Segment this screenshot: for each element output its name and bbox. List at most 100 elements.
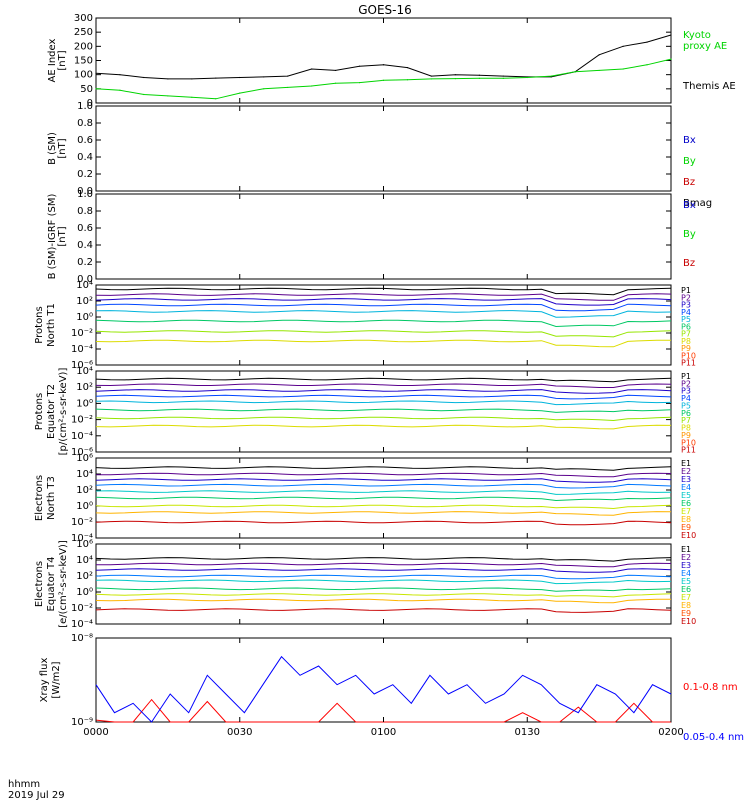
ae-data-point — [598, 69, 600, 72]
ae-data-point — [622, 68, 624, 70]
panel-frame — [95, 17, 672, 104]
y-tick-label: 1.0 — [77, 189, 93, 200]
legend-entry: P8 — [681, 424, 691, 433]
y-tick-label: 0.2 — [77, 257, 93, 268]
legend-entry: P10 — [681, 351, 696, 360]
flux-channel-line — [95, 511, 672, 516]
y-tick-label: 150 — [74, 56, 93, 67]
flux-channel-line — [95, 319, 672, 328]
y-axis-label-line: Protons — [34, 306, 45, 343]
flux-channel-line — [95, 383, 672, 388]
x-tick-label: 0030 — [227, 727, 252, 738]
ae-data-point — [670, 34, 672, 36]
legend-entry: E2 — [681, 553, 691, 562]
flux-channel-line — [95, 593, 672, 598]
legend-entry: P5 — [681, 315, 691, 324]
ae-data-point — [119, 89, 121, 91]
ae-data-point — [358, 65, 361, 67]
ae-data-point — [670, 58, 672, 60]
y-axis-label-line: [W/m2] — [51, 661, 62, 698]
ae-data-point — [95, 72, 97, 74]
y-tick-label: 0.2 — [77, 169, 93, 180]
y-tick-label: 300 — [74, 13, 93, 24]
y-axis-label-line: Electrons — [34, 475, 45, 521]
ae-data-point — [287, 75, 289, 77]
x-tick-label: 0100 — [371, 727, 396, 738]
legend-entry: By — [683, 229, 696, 240]
legend-entry: Themis AE — [682, 81, 736, 92]
legend-entry: E7 — [681, 593, 691, 602]
y-axis-label: B (SM) [nT] — [47, 132, 68, 165]
ae-data-point — [502, 75, 504, 77]
y-tick-label: 10⁶ — [76, 453, 93, 464]
y-tick-label: 0.6 — [77, 223, 93, 234]
y-axis-label-line: [nT] — [57, 50, 68, 70]
ae-data-point — [311, 85, 313, 87]
y-axis-label-line: Equator T4 — [46, 557, 57, 612]
y-tick-label: 10² — [76, 571, 93, 582]
ae-data-point — [119, 74, 121, 76]
ae-data-point — [382, 64, 385, 66]
xray-series-line — [95, 655, 672, 723]
y-axis-label-line: B (SM) — [47, 132, 58, 165]
legend-entry: P5 — [681, 401, 691, 410]
ae-data-point — [191, 78, 193, 80]
ae-data-point — [334, 69, 337, 72]
legend-entry: P3 — [681, 387, 691, 396]
legend-entry: Bz — [683, 177, 695, 188]
legend-entry: E6 — [681, 585, 691, 594]
ae-data-point — [167, 95, 169, 97]
legend-entry: P2 — [681, 293, 691, 302]
y-tick-label: 0.6 — [77, 135, 93, 146]
legend-entry: Bz — [683, 258, 695, 269]
legend-entry: P6 — [681, 322, 691, 331]
y-tick-label: 10⁻⁶ — [71, 447, 93, 458]
flux-channel-line — [95, 377, 672, 383]
y-tick-label: 10⁻⁴ — [71, 619, 93, 630]
y-axis-label-line: [nT] — [57, 138, 68, 158]
ae-data-point — [430, 78, 433, 80]
panel-frame — [95, 193, 672, 280]
legend-entry: 0.1-0.8 nm — [683, 682, 738, 693]
legend-entry: E8 — [681, 601, 691, 610]
ae-data-point — [454, 74, 456, 76]
ae-data-point — [574, 71, 576, 73]
legend-entry: E2 — [681, 467, 691, 476]
y-tick-label: 10⁰ — [76, 587, 93, 598]
y-axis-label: Electrons North T3 — [34, 475, 57, 521]
legend-entry: E6 — [681, 499, 691, 508]
flux-channel-line — [95, 466, 672, 471]
legend-entry: E5 — [681, 577, 691, 586]
flux-channel-line — [95, 504, 672, 510]
flux-channel-line — [95, 303, 672, 312]
y-axis-label-line: Equator T2 — [46, 384, 57, 439]
legend-entry: E7 — [681, 507, 691, 516]
legend-entry: P1 — [681, 372, 691, 381]
y-axis-label: Xray flux [W/m2] — [39, 658, 62, 703]
y-tick-label: 0.0 — [77, 274, 93, 285]
ae-data-point — [526, 76, 528, 79]
y-tick-label: 10⁻⁶ — [71, 360, 93, 371]
legend-entry: E4 — [681, 483, 691, 492]
y-axis-label: B (SM)-IGRF (SM) [nT] — [47, 194, 68, 280]
legend-entry: E1 — [681, 545, 691, 554]
flux-channel-line — [95, 400, 672, 406]
y-tick-label: 10⁴ — [76, 280, 93, 291]
legend-entry: P9 — [681, 431, 691, 440]
y-axis-label: Electrons Equator T4 [e/(cm²-s-sr-keV)] — [34, 540, 69, 628]
y-tick-label: 10⁻⁴ — [71, 533, 93, 544]
footer-date-label: 2019 Jul 29 — [8, 790, 65, 800]
ae-data-point — [454, 78, 456, 80]
panel-frame — [95, 637, 672, 723]
flux-channel-line — [95, 568, 672, 573]
y-tick-label: 10⁶ — [76, 539, 93, 550]
y-tick-label: 0.4 — [77, 240, 93, 251]
y-tick-label: 0.4 — [77, 152, 93, 163]
ae-data-point — [502, 77, 504, 79]
flux-channel-line — [95, 330, 672, 338]
y-tick-label: 10⁻⁴ — [71, 431, 93, 442]
